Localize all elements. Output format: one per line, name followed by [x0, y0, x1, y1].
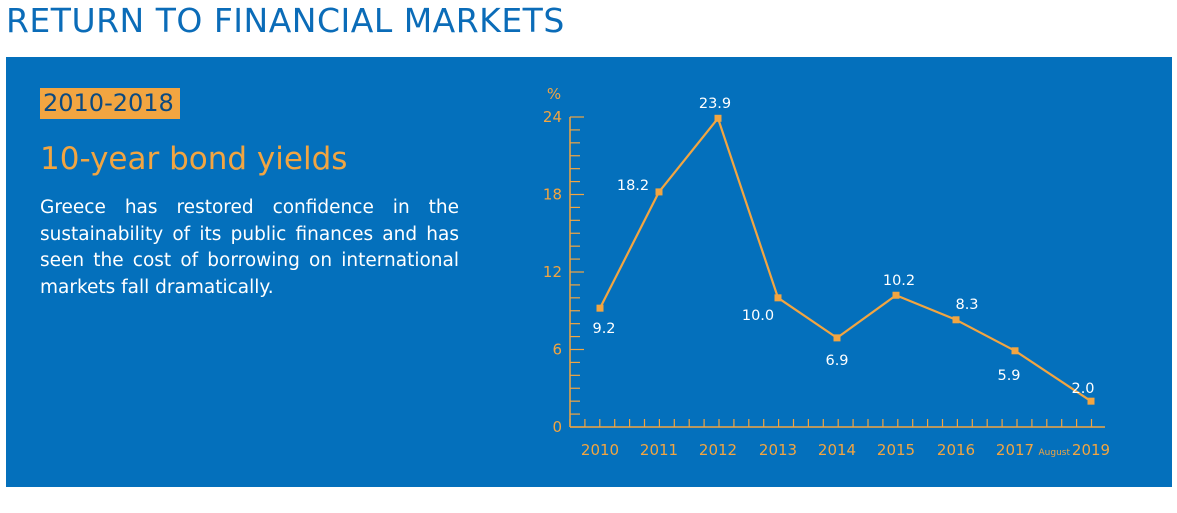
x-tick-label: 2019 — [1072, 441, 1110, 459]
y-tick-label: 0 — [552, 418, 562, 436]
x-tick-label: 2011 — [640, 441, 678, 459]
data-label: 9.2 — [592, 321, 615, 337]
data-label: 18.2 — [617, 178, 649, 194]
x-tick-label: 2017 — [996, 441, 1034, 459]
data-label: 5.9 — [997, 368, 1020, 384]
data-point-marker — [833, 334, 841, 342]
y-tick-label: 6 — [552, 341, 562, 359]
data-point-marker — [714, 114, 722, 122]
chart-subtitle: 10-year bond yields — [40, 141, 348, 177]
data-point-marker — [596, 304, 604, 312]
data-point-marker — [1087, 397, 1095, 405]
data-label: 6.9 — [825, 353, 848, 369]
data-point-marker — [892, 291, 900, 299]
x-tick-label: 2012 — [699, 441, 737, 459]
x-tick-label: 2015 — [877, 441, 915, 459]
period-badge: 2010-2018 — [40, 88, 180, 119]
y-tick-label: 12 — [543, 263, 562, 281]
data-label: 10.2 — [883, 273, 915, 289]
data-point-marker — [655, 188, 663, 196]
data-point-marker — [1011, 347, 1019, 355]
data-point-marker — [952, 316, 960, 324]
y-tick-label: 24 — [543, 108, 562, 126]
chart-panel: 2010-2018 10-year bond yields Greece has… — [6, 57, 1172, 487]
x-tick-label: 2014 — [818, 441, 856, 459]
y-tick-label: 18 — [543, 186, 562, 204]
x-tick-label: 2013 — [759, 441, 797, 459]
y-axis-unit: % — [547, 85, 561, 103]
data-label: 23.9 — [699, 96, 731, 112]
data-point-marker — [774, 294, 782, 302]
x-tick-label: 2010 — [581, 441, 619, 459]
data-label: 2.0 — [1071, 381, 1094, 397]
description-text: Greece has restored confidence in the su… — [40, 197, 459, 298]
data-label: 8.3 — [955, 297, 978, 313]
data-label: 10.0 — [742, 308, 774, 324]
x-tick-label: 2016 — [937, 441, 975, 459]
page-title: RETURN TO FINANCIAL MARKETS — [6, 1, 565, 40]
x-tick-note: August — [1039, 448, 1071, 458]
